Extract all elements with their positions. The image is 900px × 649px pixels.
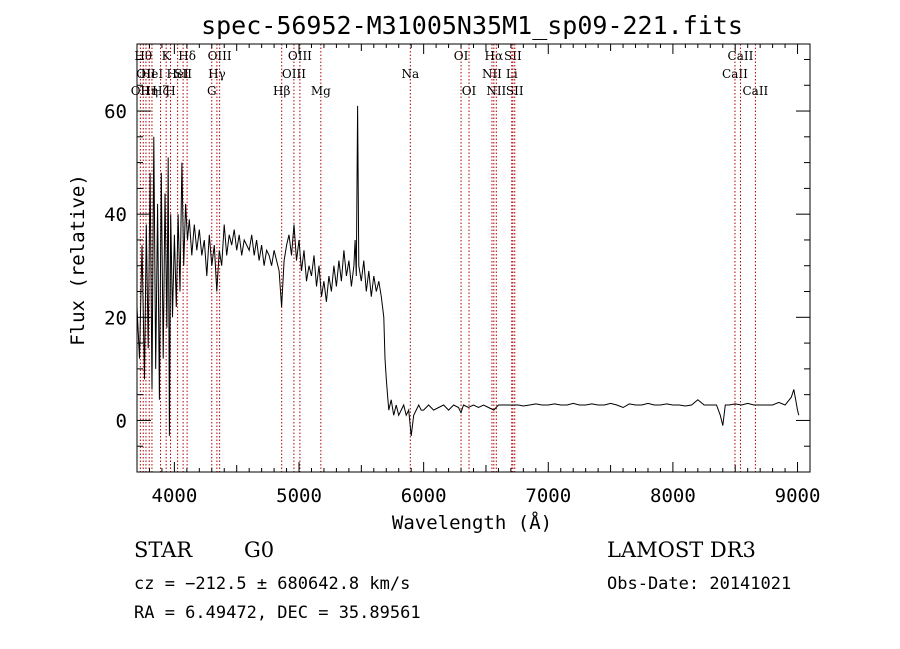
line-marker-label: OIII <box>282 67 306 81</box>
chart-title: spec-56952-M31005N35M1_sp09-221.fits <box>201 11 743 40</box>
line-marker-label: SII <box>504 49 522 63</box>
x-tick-label: 4000 <box>152 485 198 507</box>
x-tick-label: 6000 <box>401 485 447 507</box>
spectral-line-markers: OIIHθOIIHηHeIHζKHHeISIIHδGHγOIIIHβOIIIOI… <box>131 44 769 472</box>
line-marker-label: CaII <box>742 84 768 98</box>
line-marker-label: Hα <box>485 49 504 63</box>
line-marker-label: HeI <box>141 67 164 81</box>
line-marker-label: OIII <box>288 49 312 63</box>
survey-name: LAMOST DR3 <box>607 538 756 562</box>
line-marker-label: CaII <box>728 49 754 63</box>
object-class: STAR <box>134 538 193 562</box>
line-marker-label: Na <box>401 67 419 81</box>
plot-frame <box>136 43 811 473</box>
x-axis-label: Wavelength (Å) <box>392 511 552 534</box>
line-marker-label: OII <box>131 84 151 98</box>
line-marker-label: HeI <box>166 67 189 81</box>
line-marker-label: Hδ <box>178 49 196 63</box>
x-tick-label: 7000 <box>525 485 571 507</box>
line-marker-label: H <box>165 84 175 98</box>
x-tick-label: 8000 <box>650 485 696 507</box>
line-marker-label: SII <box>174 67 192 81</box>
line-marker-label: OII <box>136 67 156 81</box>
y-tick-label: 20 <box>104 307 127 329</box>
y-tick-label: 0 <box>116 410 127 432</box>
line-marker-label: NII <box>486 84 506 98</box>
line-marker-label: CaII <box>722 67 748 81</box>
line-marker-label: Li <box>506 67 518 81</box>
x-tick-label: 9000 <box>775 485 821 507</box>
line-marker-label: K <box>162 49 172 63</box>
observation-date: Obs-Date: 20141021 <box>607 574 792 594</box>
y-tick-label: 60 <box>104 101 127 123</box>
line-marker-label: OIII <box>208 49 232 63</box>
object-subclass: G0 <box>244 538 275 562</box>
line-marker-label: G <box>207 84 217 98</box>
x-tick-label: 5000 <box>276 485 322 507</box>
flux-trace <box>136 105 800 436</box>
line-marker-label: Hη <box>140 84 158 98</box>
line-marker-label: OI <box>462 84 477 98</box>
y-axis-label: Flux (relative) <box>67 174 89 346</box>
y-tick-label: 40 <box>104 204 127 226</box>
line-marker-label: Hγ <box>208 67 226 81</box>
coordinates: RA = 6.49472, DEC = 35.89561 <box>134 603 421 623</box>
line-marker-label: NII <box>482 67 502 81</box>
line-marker-label: OI <box>454 49 469 63</box>
line-marker-label: Hζ <box>152 84 169 98</box>
line-marker-label: SII <box>506 84 524 98</box>
axis-ticks: 4000 5000 6000 7000 8000 9000 0 20 40 60 <box>104 44 820 507</box>
redshift-velocity: cz = −212.5 ± 680642.8 km/s <box>134 574 411 594</box>
line-marker-label: Hβ <box>273 84 290 98</box>
line-marker-label: Mg <box>311 84 331 98</box>
